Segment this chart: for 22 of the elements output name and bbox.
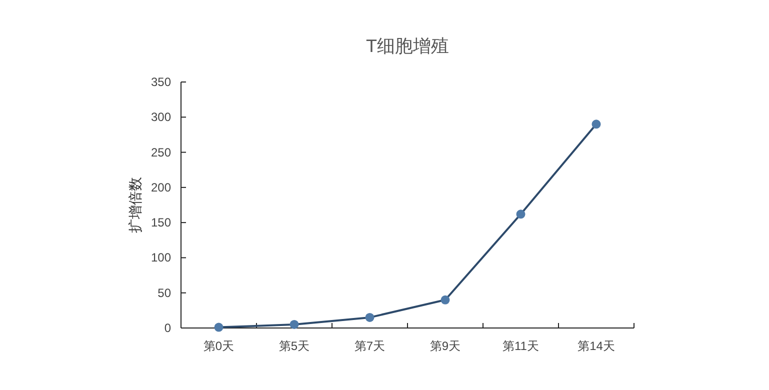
y-axis-title: 扩增倍数 — [127, 177, 143, 233]
point — [365, 312, 374, 322]
x-tick-label: 第14天 — [578, 339, 615, 353]
y-tick-label: 350 — [150, 75, 172, 89]
y-tick-label: 100 — [150, 250, 172, 265]
x-tick-label: 第9天 — [430, 339, 461, 353]
point — [290, 320, 299, 329]
y-tick-label: 0 — [164, 321, 172, 335]
x-tick-label: 第11天 — [502, 339, 539, 353]
point — [440, 295, 450, 304]
y-tick-label: 300 — [150, 110, 172, 124]
x-tick-label: 第5天 — [278, 339, 310, 353]
point — [214, 322, 224, 332]
chart-title: T细胞增殖 — [366, 36, 449, 56]
point — [592, 120, 601, 129]
y-tick-label: 150 — [150, 216, 172, 230]
y-tick-label: 250 — [150, 145, 172, 160]
y-tick-label: 200 — [150, 180, 172, 194]
y-tick-label: 50 — [158, 286, 172, 300]
point — [516, 210, 526, 219]
x-tick-label: 第7天 — [354, 339, 386, 353]
x-tick-label: 第0天 — [203, 339, 234, 353]
